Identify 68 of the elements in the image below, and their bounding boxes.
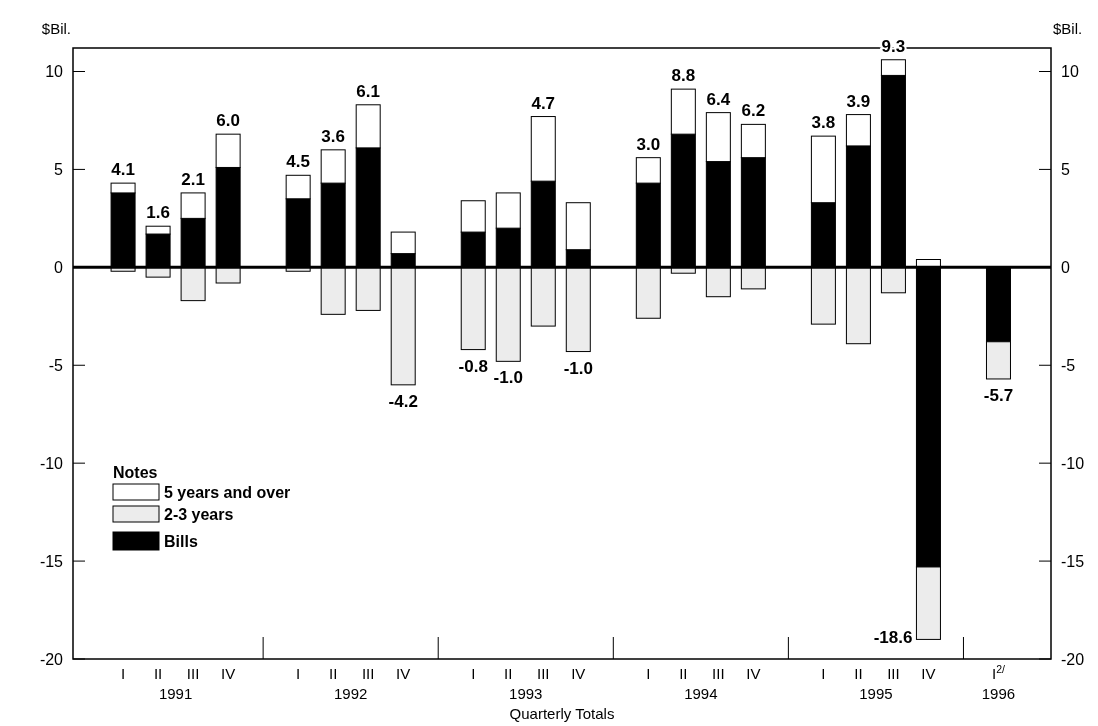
total-label: 3.0 [636, 134, 661, 154]
legend-title: Notes [113, 464, 158, 481]
x-tick-label: II [679, 665, 688, 682]
x-tick-label: IV [571, 665, 586, 682]
total-label: -18.6 [873, 628, 913, 648]
total-label: 6.0 [216, 111, 240, 131]
y2-tick-label: -10 [1061, 454, 1085, 472]
total-label: 3.6 [321, 126, 345, 146]
legend-label: 2-3 years [164, 506, 234, 523]
x-tick-label: I [471, 665, 476, 682]
x-tick-label: I [821, 665, 826, 682]
total-label: 4.1 [111, 160, 135, 180]
x-tick-label: III [712, 665, 725, 682]
y2-axis-title: $Bil. [1053, 20, 1083, 37]
y-tick-label: -10 [39, 454, 64, 472]
y2-tick-label: 5 [1061, 161, 1070, 179]
text: 1995 [859, 685, 893, 702]
y-tick-label: -15 [39, 552, 64, 570]
legend-label: 5 years and over [164, 484, 291, 501]
y-tick-label: 5 [54, 161, 64, 179]
y-tick-label: 0 [54, 258, 64, 276]
x-tick-label: II [329, 665, 338, 682]
total-label: 6.2 [741, 101, 766, 121]
y-tick-label: -20 [39, 650, 64, 668]
x-tick-label: IV [221, 665, 236, 682]
x-tick-label: I [646, 665, 651, 682]
x-tick-label: I [120, 665, 126, 682]
text: 1993 [509, 685, 543, 702]
x-tick-label: IV [921, 665, 936, 682]
y2-tick-label: -20 [1061, 650, 1085, 668]
y-tick-label: -5 [48, 356, 64, 374]
text: 1992 [333, 685, 368, 702]
x-tick-label: I [296, 665, 301, 682]
total-label: 2.1 [181, 169, 205, 189]
legend-label: Bills [164, 533, 198, 550]
total-label: -5.7 [983, 385, 1014, 405]
y2-tick-label: 10 [1061, 63, 1079, 81]
total-label: -0.8 [458, 356, 488, 376]
x-axis-title: Quarterly Totals [509, 705, 615, 722]
total-label: 4.7 [531, 93, 556, 113]
y2-tick-label: -15 [1061, 552, 1085, 570]
total-label: 6.4 [706, 89, 731, 109]
total-label: 3.8 [811, 113, 836, 133]
text: 1994 [684, 685, 718, 702]
y-axis-title: $Bil. [41, 20, 71, 37]
total-label: -1.0 [563, 358, 593, 378]
x-tick-label: III [887, 665, 900, 682]
x-tick-label: IV [746, 665, 761, 682]
x-tick-label: IV [396, 665, 411, 682]
x-tick-label: III [361, 665, 375, 682]
y2-tick-label: 0 [1061, 258, 1070, 276]
text: 1996 [981, 685, 1016, 702]
y2-tick-label: -5 [1061, 356, 1076, 374]
total-label: -1.0 [493, 368, 523, 388]
total-label: 4.5 [286, 152, 310, 172]
total-label: 1.6 [146, 203, 170, 223]
total-label: -4.2 [388, 391, 418, 411]
y-tick-label: 10 [45, 63, 64, 81]
x-tick-label: III [537, 665, 550, 682]
x-tick-label: II [153, 665, 163, 682]
total-label: 6.1 [356, 81, 381, 101]
total-label: 3.9 [846, 91, 871, 111]
x-tick-label: I$^{2/}$ [992, 663, 1006, 682]
x-tick-label: II [854, 665, 863, 682]
total-label: 8.8 [671, 66, 696, 86]
x-tick-label: II [504, 665, 513, 682]
text: 1991 [158, 685, 193, 702]
x-tick-label: III [186, 665, 200, 682]
